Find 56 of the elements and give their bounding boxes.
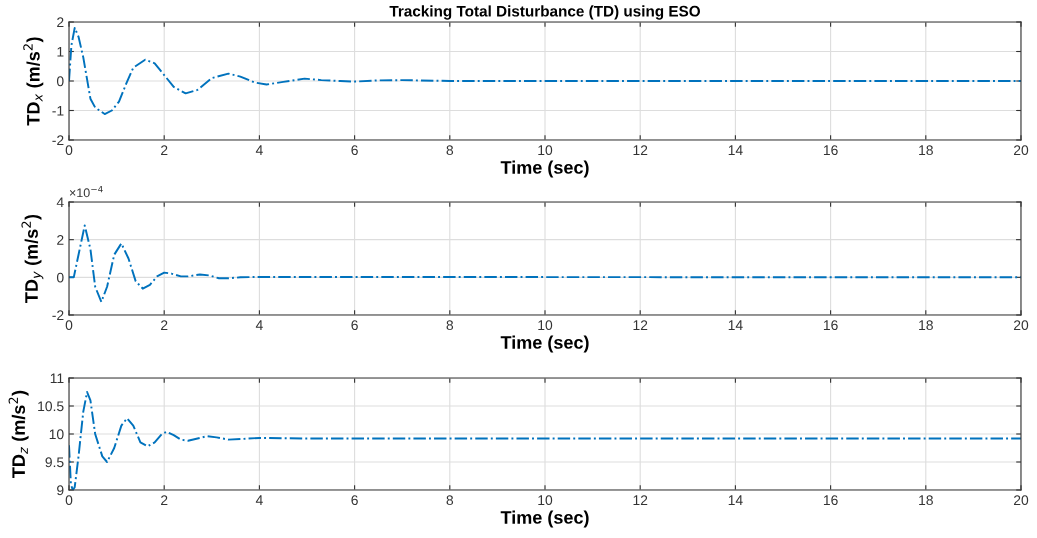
x-tick-label: 4 [255,320,263,330]
y-tick-label: 2 [57,17,64,28]
y-tick-label: 11 [50,373,64,384]
y-tick-label: 0 [56,76,64,87]
x-tick-label: 14 [728,145,743,155]
x-tick-label: 6 [351,320,358,331]
x-tick-label: 0 [65,495,73,506]
x-tick-label: 8 [446,145,454,156]
x-tick-label: 16 [823,145,838,156]
x-tick-label: 20 [1013,320,1029,331]
x-axis-title: Time (sec) [500,510,589,528]
y-tick-label: 0 [56,272,64,283]
x-tick-label: 12 [633,495,648,505]
x-tick-label: 10 [538,495,553,506]
x-tick-label: 16 [823,495,838,506]
y-tick-label: 9.5 [45,457,64,468]
x-tick-label: 14 [728,320,743,330]
text: ×10$^{−4}$ [69,185,103,198]
y-axis-title: TD$_{x}$ (m/s$^{2}$) [23,37,44,126]
x-tick-label: 12 [633,145,648,155]
x-tick-label: 20 [1013,495,1029,506]
x-axis-title: Time (sec) [500,335,589,353]
y-tick-label: 2 [57,235,64,245]
x-tick-label: 2 [161,320,168,330]
y-tick-label: 9 [57,485,64,496]
y-tick-label: -2 [52,135,64,146]
x-tick-label: 0 [65,320,73,331]
x-tick-label: 2 [161,145,168,155]
x-tick-label: 6 [351,145,358,156]
x-tick-label: 8 [446,320,454,331]
line-series [69,26,1021,116]
x-tick-label: 18 [919,495,933,506]
x-tick-label: 6 [351,495,358,506]
x-tick-label: 2 [161,495,168,505]
y-tick-label: 1 [57,46,64,57]
y-axis-title: TD$_{z}$ (m/s$^{2}$) [8,390,29,478]
x-tick-label: 8 [446,495,454,506]
x-tick-label: 0 [65,145,73,156]
y-tick-label: 10.5 [38,401,64,412]
x-tick-label: 18 [919,320,933,331]
x-tick-label: 16 [823,320,838,331]
y-tick-label: 10 [49,429,64,440]
y-tick-label: -2 [52,310,64,321]
x-tick-label: 10 [538,320,553,331]
y-axis-title: TD$_{y}$ (m/s$^{2}$) [21,214,44,303]
x-tick-label: 18 [919,145,933,156]
y-tick-label: -1 [52,105,64,116]
y-tick-label: 4 [56,197,64,208]
x-tick-label: 10 [538,145,553,156]
x-tick-label: 14 [728,495,743,505]
x-tick-label: 4 [255,145,263,155]
x-tick-label: 4 [255,495,263,505]
chart-title: Tracking Total Disturbance (TD) using ESO [389,5,700,20]
x-tick-label: 12 [633,320,648,330]
x-axis-title: Time (sec) [500,160,589,178]
x-tick-label: 20 [1013,145,1029,156]
